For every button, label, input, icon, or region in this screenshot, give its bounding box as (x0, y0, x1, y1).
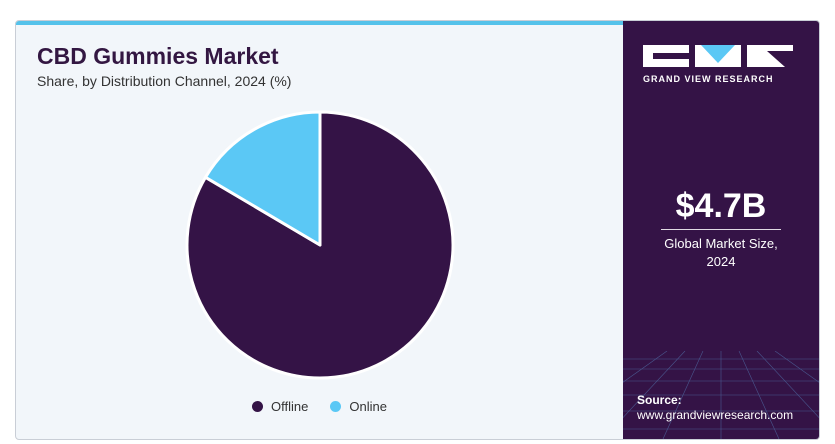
brand-name: GRAND VIEW RESEARCH (643, 74, 774, 84)
source-link[interactable]: www.grandviewresearch.com (637, 408, 794, 422)
market-size-label: Global Market Size, 2024 (623, 235, 819, 271)
chart-title: CBD Gummies Market (37, 43, 279, 69)
chart-subtitle: Share, by Distribution Channel, 2024 (%) (37, 73, 292, 89)
source-label: Source: (637, 393, 682, 407)
accent-bar (16, 21, 623, 25)
market-size-label-line1: Global Market Size, (664, 236, 778, 251)
legend-swatch-offline (252, 401, 264, 412)
chart-card: CBD Gummies Market Share, by Distributio… (15, 20, 820, 440)
logo-mark-middle (695, 45, 741, 67)
legend-label-offline: Offline (271, 399, 309, 414)
legend-label-online: Online (349, 399, 387, 414)
market-size-label-line2: 2024 (706, 254, 736, 269)
source: Source: www.grandviewresearch.com (637, 393, 793, 423)
legend-item-online: Online (330, 399, 387, 414)
pie-chart (185, 110, 455, 380)
info-panel: GRAND VIEW RESEARCH $4.7B Global Market … (623, 21, 819, 439)
chart-panel: CBD Gummies Market Share, by Distributio… (16, 21, 623, 439)
pie-slice-online (204, 110, 322, 247)
decorative-grid (623, 351, 819, 439)
logo-mark-right (747, 45, 793, 67)
logo-marks (643, 45, 793, 67)
market-size-divider (661, 229, 781, 230)
legend: Offline Online (16, 399, 623, 414)
grand-view-research-logo: GRAND VIEW RESEARCH (643, 45, 793, 84)
legend-item-offline: Offline (252, 399, 308, 414)
logo-mark-left (643, 45, 689, 67)
legend-swatch-online (330, 401, 342, 412)
market-size-value: $4.7B (675, 187, 767, 225)
